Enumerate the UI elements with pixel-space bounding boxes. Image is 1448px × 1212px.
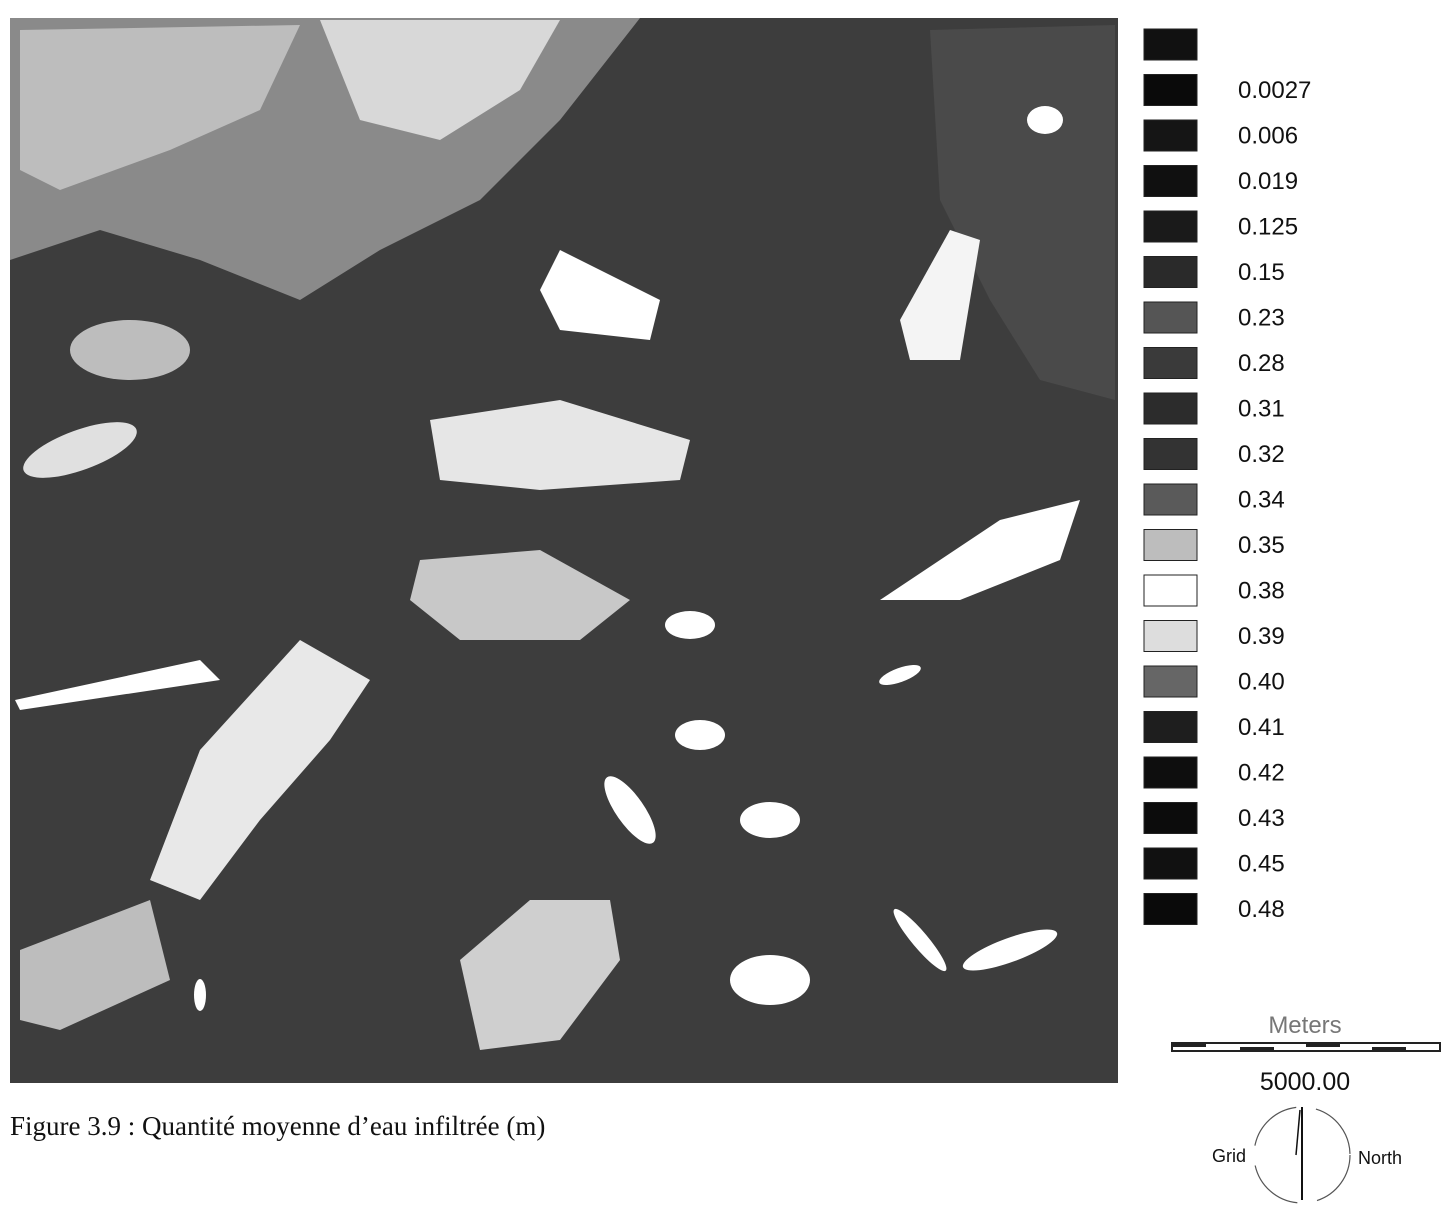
legend-label: 0.31 <box>1238 395 1285 422</box>
legend-swatch <box>1144 166 1197 197</box>
legend-label: 0.34 <box>1238 486 1285 513</box>
legend-swatch <box>1144 393 1197 424</box>
legend-swatch <box>1144 894 1197 925</box>
legend-swatch <box>1144 712 1197 743</box>
legend: 0.0027 0.006 0.019 0.125 0.15 0.23 0.28 0.31 0.3… <box>1144 29 1311 925</box>
legend-swatch <box>1144 439 1197 470</box>
legend-swatch <box>1144 666 1197 697</box>
caption: Figure 3.9 : Quantité moyenne d’eau infi… <box>10 1111 545 1141</box>
legend-label: 0.125 <box>1238 213 1298 240</box>
scale-segment <box>1240 1047 1274 1051</box>
legend-label: 0.15 <box>1238 259 1285 286</box>
legend-swatch <box>1144 803 1197 834</box>
legend-label: 0.32 <box>1238 441 1285 468</box>
map-patch <box>665 611 715 639</box>
legend-swatch <box>1144 621 1197 652</box>
map <box>10 18 1118 1083</box>
legend-label: 0.45 <box>1238 850 1285 877</box>
legend-label: 0.28 <box>1238 350 1285 377</box>
legend-swatch <box>1144 575 1197 606</box>
scale-segment <box>1172 1043 1206 1047</box>
map-patch <box>730 955 810 1005</box>
legend-label: 0.41 <box>1238 714 1285 741</box>
legend-label: 0.35 <box>1238 532 1285 559</box>
legend-swatch <box>1144 211 1197 242</box>
legend-label: 0.48 <box>1238 896 1285 923</box>
legend-label: 0.019 <box>1238 168 1298 195</box>
grid-needle <box>1296 1110 1300 1155</box>
legend-label: 0.38 <box>1238 577 1285 604</box>
map-patch <box>194 979 206 1011</box>
scale-segment <box>1306 1043 1340 1047</box>
legend-swatch <box>1144 29 1197 60</box>
legend-swatch <box>1144 302 1197 333</box>
scale-bar: Meters 5000.00 <box>1172 1012 1440 1096</box>
legend-swatch <box>1144 484 1197 515</box>
map-patch <box>70 320 190 380</box>
map-patch <box>740 802 800 838</box>
north-label: North <box>1358 1148 1402 1168</box>
scale-unit: Meters <box>1268 1012 1341 1039</box>
legend-label: 0.40 <box>1238 668 1285 695</box>
legend-label: 0.42 <box>1238 759 1285 786</box>
legend-swatch <box>1144 530 1197 561</box>
scale-distance: 5000.00 <box>1260 1068 1350 1096</box>
map-patch <box>675 720 725 750</box>
legend-label: 0.23 <box>1238 304 1285 331</box>
legend-label: 0.0027 <box>1238 77 1311 104</box>
page: {"map": { "legend": [ {"label": null, "c… <box>0 0 1448 1212</box>
figure: 0.0027 0.006 0.019 0.125 0.15 0.23 0.28 0.31 0.3… <box>0 0 1448 1212</box>
legend-swatch <box>1144 848 1197 879</box>
scale-segment <box>1372 1047 1406 1051</box>
legend-swatch <box>1144 120 1197 151</box>
legend-label: 0.39 <box>1238 623 1285 650</box>
map-patch <box>1027 106 1063 134</box>
legend-label: 0.43 <box>1238 805 1285 832</box>
legend-label: 0.006 <box>1238 122 1298 149</box>
north-arrow: Grid North <box>1212 1107 1402 1203</box>
legend-swatch <box>1144 75 1197 106</box>
legend-swatch <box>1144 257 1197 288</box>
legend-swatch <box>1144 757 1197 788</box>
grid-label: Grid <box>1212 1146 1246 1166</box>
legend-swatch <box>1144 348 1197 379</box>
